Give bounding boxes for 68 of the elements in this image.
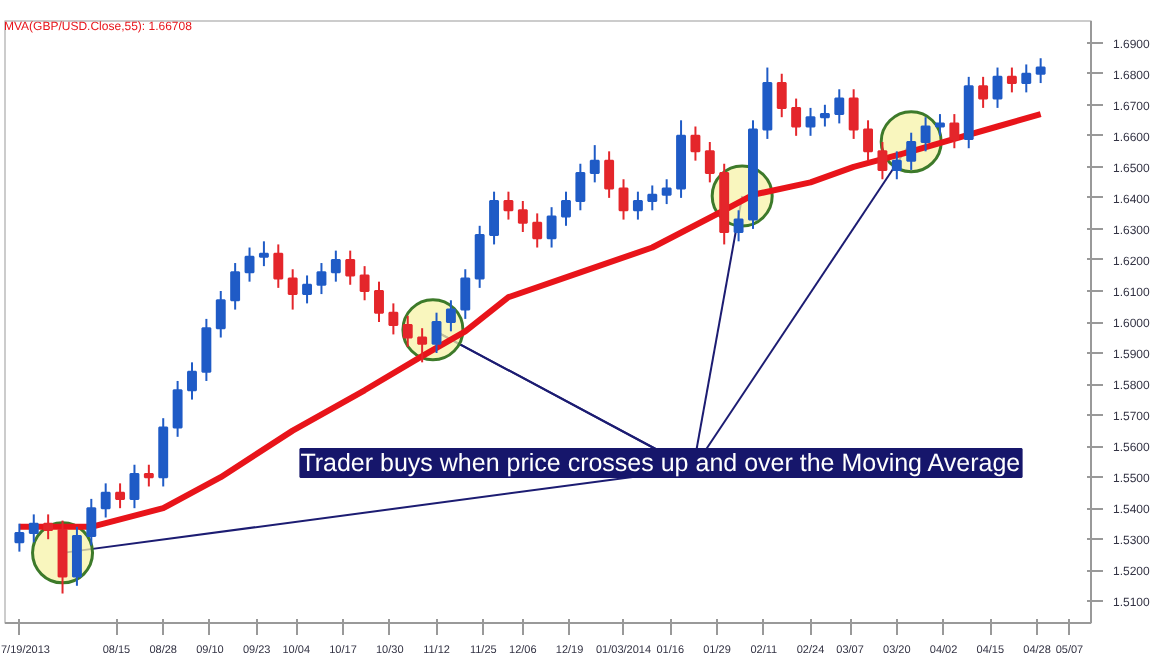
candlestick — [920, 116, 931, 153]
candlestick — [287, 268, 298, 311]
candlestick — [632, 190, 643, 221]
candlestick — [647, 184, 658, 212]
candlestick — [417, 327, 428, 364]
candlestick — [992, 66, 1003, 109]
candlestick — [618, 178, 629, 221]
candlestick — [503, 190, 514, 221]
candlestick — [244, 246, 255, 283]
candlestick — [1006, 66, 1017, 94]
candlestick — [316, 262, 327, 296]
candlestick — [891, 150, 902, 181]
candlestick — [733, 209, 744, 243]
candlestick — [273, 243, 284, 289]
candlestick — [374, 280, 384, 323]
candlestick — [1021, 63, 1032, 94]
candlestick — [431, 311, 442, 355]
candlestick — [115, 482, 126, 510]
candlestick — [848, 88, 859, 140]
candlestick — [704, 141, 715, 184]
candlestick — [805, 106, 816, 137]
candlestick — [776, 72, 787, 119]
candlestick — [302, 274, 313, 305]
candlestick — [791, 97, 802, 137]
candlestick — [143, 463, 154, 488]
candlestick — [604, 150, 615, 199]
candlestick — [589, 144, 600, 184]
candlestick — [230, 262, 241, 311]
candlestick — [100, 482, 111, 519]
annotation: Trader buys when price crosses up and over the Moving Average — [300, 449, 1021, 477]
candlestick — [834, 88, 845, 125]
candlestick — [215, 289, 226, 339]
candlestick — [14, 522, 25, 553]
candlestick — [388, 302, 399, 336]
candlestick — [201, 317, 212, 382]
candlestick — [43, 513, 54, 541]
candlestick — [978, 75, 989, 109]
candlestick — [546, 206, 557, 249]
candlestick — [661, 178, 672, 206]
candlestick — [330, 249, 341, 283]
candlestick — [561, 190, 571, 227]
candlestick — [935, 113, 945, 137]
candlestick — [172, 379, 183, 438]
candlestick — [949, 113, 960, 150]
candlestick — [877, 141, 888, 181]
candlestick — [345, 249, 356, 286]
candlestick — [819, 103, 830, 128]
candlestick — [906, 131, 917, 171]
candlestick — [86, 497, 97, 547]
candlestick — [532, 212, 543, 249]
candlestick — [28, 513, 39, 544]
candlestick — [445, 299, 456, 333]
candlestick — [690, 125, 701, 162]
candlestick — [359, 265, 370, 302]
candlestick — [863, 119, 873, 162]
candlestick — [575, 162, 586, 212]
candlestick — [1035, 57, 1046, 85]
candlestick — [474, 224, 485, 289]
candlestick — [71, 525, 82, 587]
candlestick — [402, 314, 413, 348]
candlestick — [258, 240, 269, 268]
candlestick — [517, 199, 528, 234]
candlestick — [762, 66, 773, 140]
candlestick — [489, 190, 500, 246]
candlestick — [129, 463, 140, 510]
candlestick — [187, 361, 197, 401]
candlestick — [57, 519, 68, 595]
candlestick — [460, 268, 471, 320]
